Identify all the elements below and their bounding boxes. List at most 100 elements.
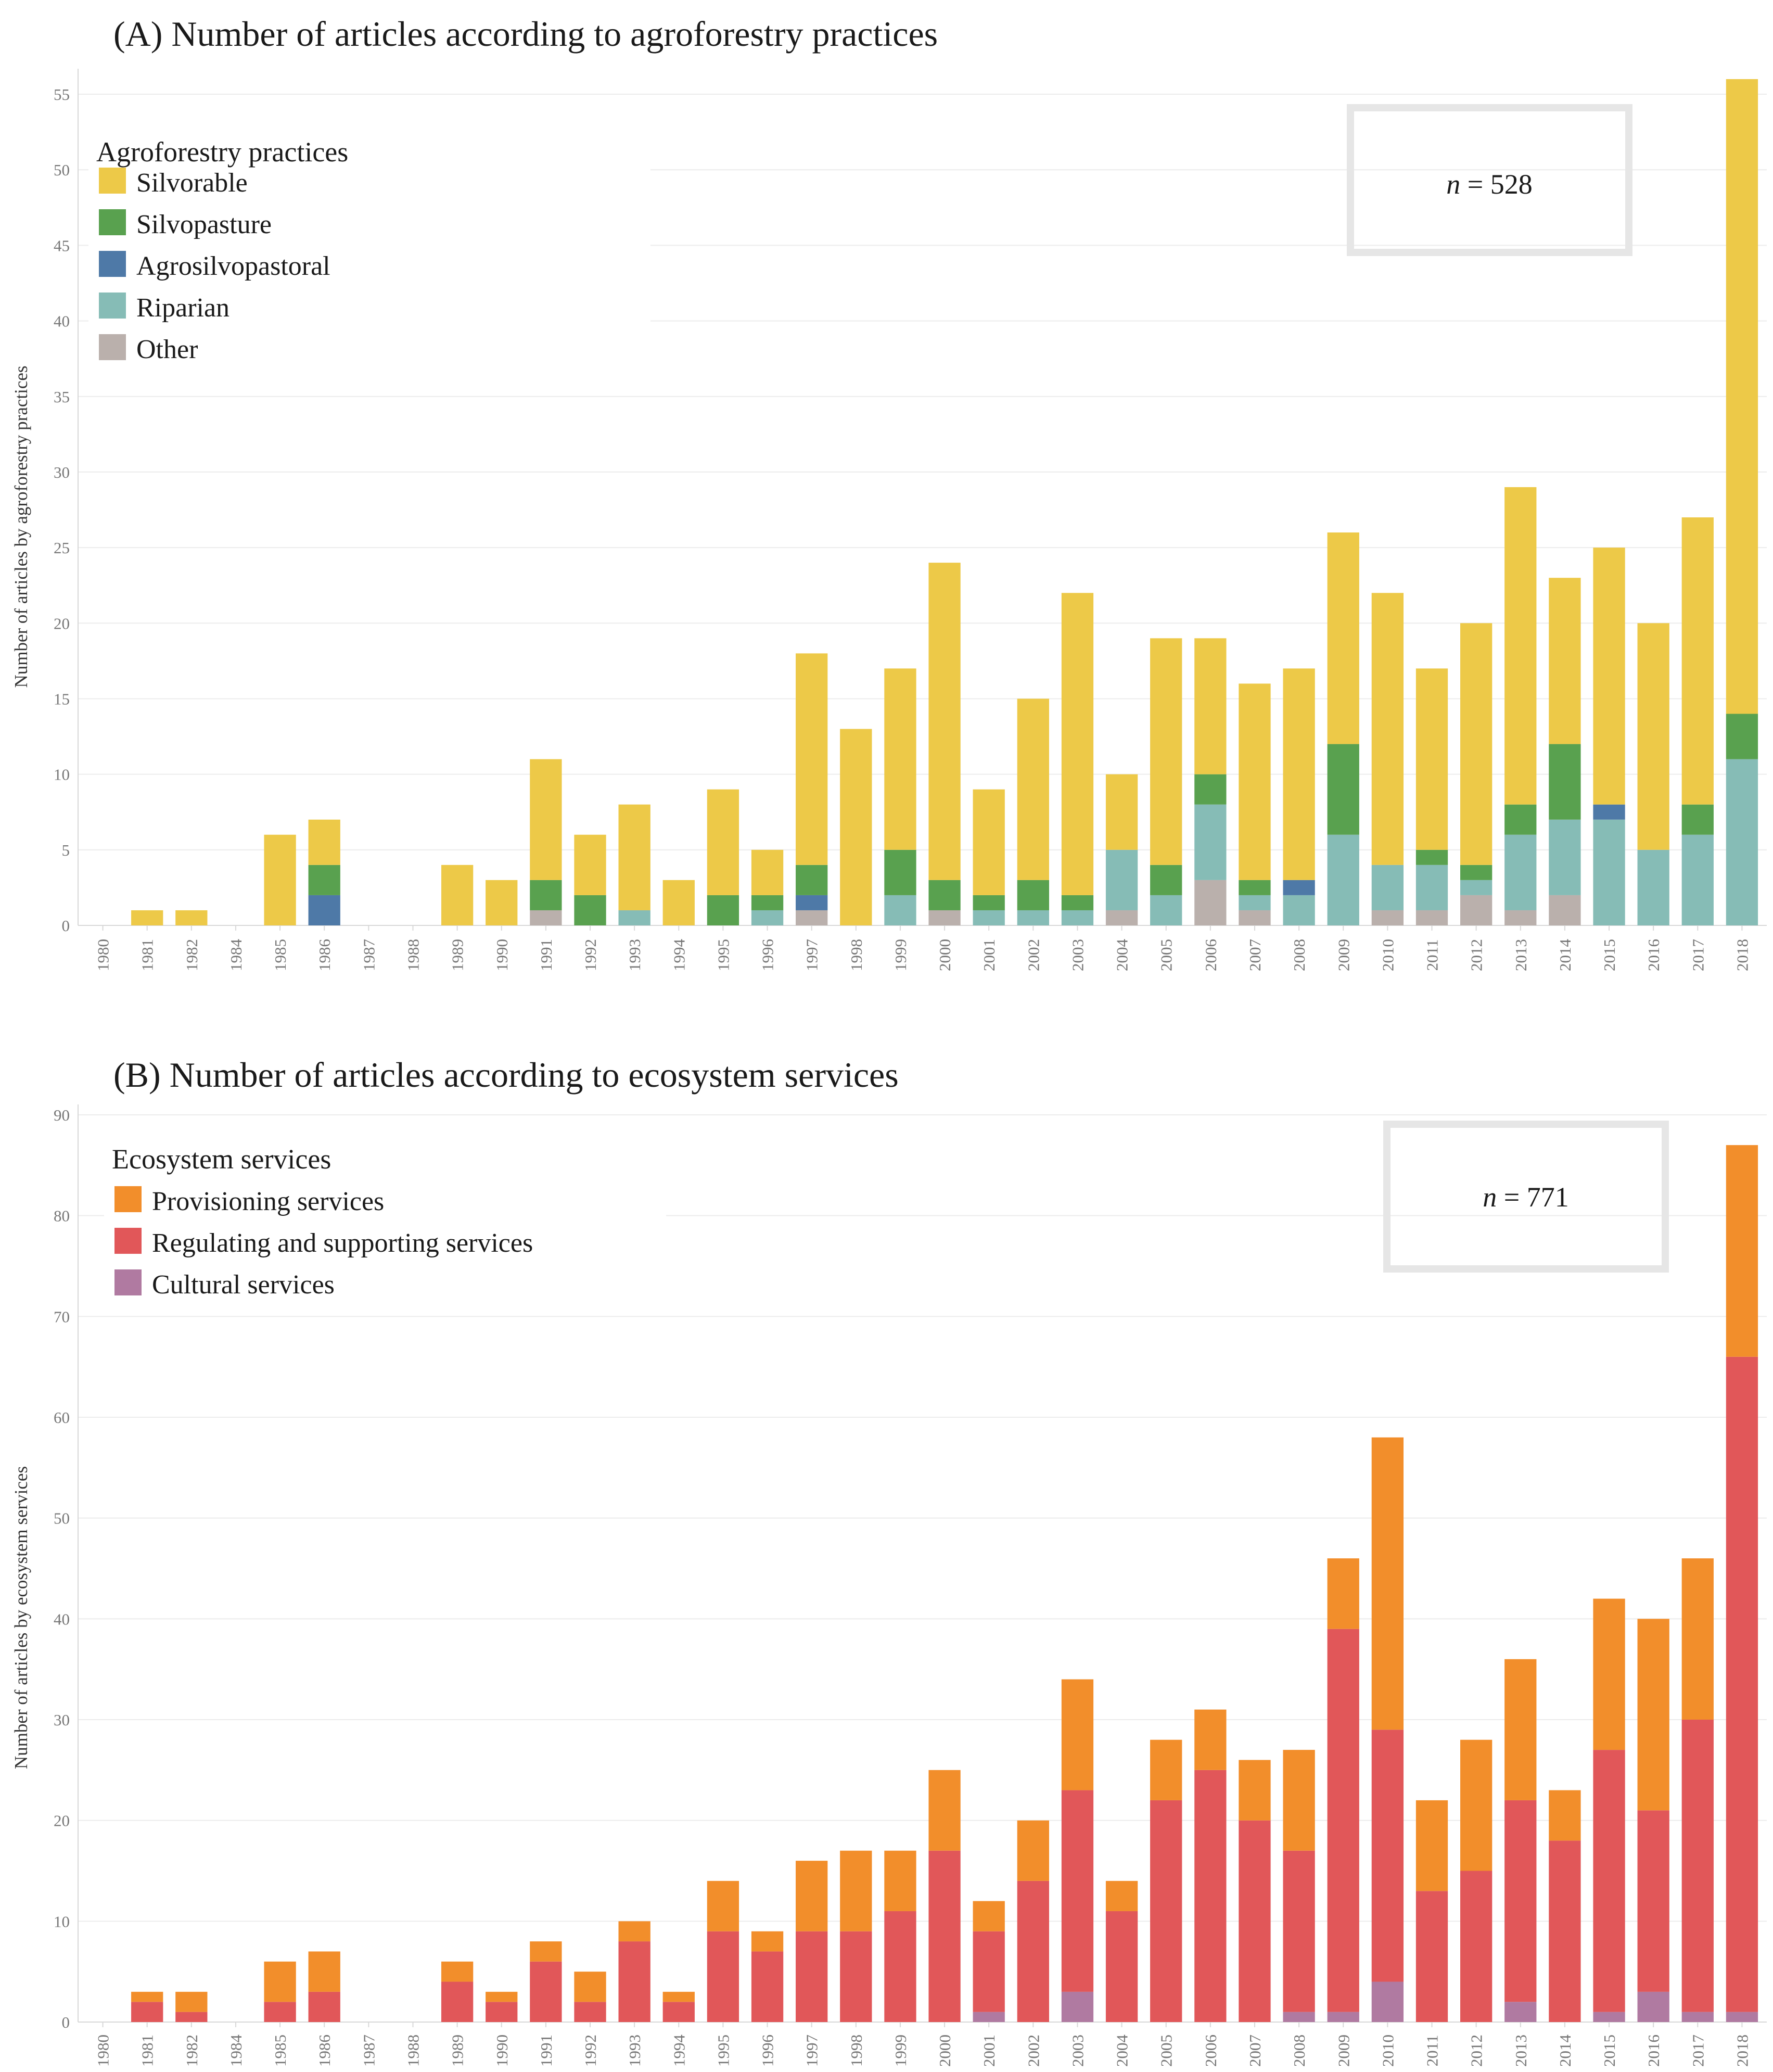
panel-b-x-tick-label: 2004 bbox=[1113, 2035, 1131, 2067]
panel-a-bar-2014-riparian bbox=[1549, 819, 1581, 895]
panel-a-bar-2016-silvorable bbox=[1637, 623, 1669, 850]
panel-a-x-tick-label: 1999 bbox=[891, 939, 910, 971]
panel-a-legend-label: Silvopasture bbox=[136, 210, 272, 239]
panel-b-bar-2009-provisioning-services bbox=[1327, 1558, 1359, 1629]
panel-a-bar-2008-riparian bbox=[1283, 895, 1315, 925]
panel-b-bar-1989-provisioning-services bbox=[441, 1961, 474, 1982]
panel-a-bar-2000-other bbox=[928, 910, 961, 925]
panel-a-x-tick-label: 1993 bbox=[626, 939, 644, 971]
panel-b-bar-1997-provisioning-services bbox=[796, 1861, 828, 1931]
panel-a-legend-swatch bbox=[99, 334, 126, 360]
panel-a-bar-1986-agrosilvopastoral bbox=[308, 895, 340, 925]
panel-b-bar-2008-regulating-and-supporting-services bbox=[1283, 1850, 1315, 2012]
panel-b-y-tick-label: 70 bbox=[54, 1307, 70, 1326]
panel-a-bar-1997-agrosilvopastoral bbox=[796, 895, 828, 910]
panel-a-y-tick-label: 30 bbox=[54, 463, 70, 481]
panel-b-bar-1990-provisioning-services bbox=[486, 1991, 518, 2002]
panel-a-legend-swatch bbox=[99, 293, 126, 319]
panel-b-bar-2017-regulating-and-supporting-services bbox=[1681, 1720, 1714, 2012]
panel-b-x-tick-label: 2001 bbox=[980, 2035, 998, 2067]
panel-b-bar-2007-provisioning-services bbox=[1239, 1760, 1271, 1821]
panel-a-bars bbox=[131, 79, 1758, 925]
panel-b-bar-1985-provisioning-services bbox=[264, 1961, 296, 2002]
panel-b-bar-2013-regulating-and-supporting-services bbox=[1504, 1800, 1537, 2002]
panel-b-x-tick-label: 1984 bbox=[227, 2035, 245, 2067]
panel-b-bar-1989-regulating-and-supporting-services bbox=[441, 1981, 474, 2022]
panel-a-bar-2005-silvorable bbox=[1150, 638, 1182, 865]
panel-b-bar-2002-provisioning-services bbox=[1017, 1820, 1049, 1881]
panel-b-legend-label: Regulating and supporting services bbox=[152, 1228, 533, 1258]
panel-b-bar-2002-regulating-and-supporting-services bbox=[1017, 1880, 1049, 2022]
panel-b-legend-background bbox=[104, 1124, 666, 1312]
panel-a-bar-1992-silvorable bbox=[574, 834, 606, 895]
panel-a-x-tick-label: 2012 bbox=[1468, 939, 1486, 971]
panel-b-x-tick-label: 1987 bbox=[360, 2035, 378, 2067]
panel-a-bar-2012-riparian bbox=[1460, 880, 1493, 895]
panel-b-bar-2000-provisioning-services bbox=[928, 1770, 961, 1851]
panel-b-bar-1997-regulating-and-supporting-services bbox=[796, 1931, 828, 2022]
panel-b-y-tick-label: 50 bbox=[54, 1509, 70, 1528]
panel-b-x-tick-label: 1993 bbox=[626, 2035, 644, 2067]
panel-b-bar-2001-cultural-services bbox=[973, 2012, 1005, 2022]
panel-a-bar-2000-silvorable bbox=[928, 563, 961, 880]
panel-b-bar-2015-regulating-and-supporting-services bbox=[1593, 1750, 1625, 2012]
panel-a-x-tick-label: 2002 bbox=[1024, 939, 1042, 971]
panel-b-x-tick-label: 1991 bbox=[537, 2035, 555, 2067]
panel-a-bar-2011-riparian bbox=[1415, 865, 1448, 910]
panel-b-bar-2008-provisioning-services bbox=[1283, 1750, 1315, 1851]
panel-b-bar-1991-regulating-and-supporting-services bbox=[530, 1961, 562, 2022]
panel-b-y-tick-label: 40 bbox=[54, 1610, 70, 1628]
panel-b-y-tick-label: 80 bbox=[54, 1207, 70, 1225]
panel-a-bar-2005-riparian bbox=[1150, 895, 1182, 925]
panel-a-bar-2006-silvorable bbox=[1194, 638, 1227, 774]
panel-a-x-tick-label: 1987 bbox=[360, 939, 378, 971]
panel-a-x-tick-label: 1984 bbox=[227, 939, 245, 972]
panel-b-bar-1998-regulating-and-supporting-services bbox=[840, 1931, 872, 2022]
panel-a-legend-entries: Silvorable Silvopasture Agrosilvopastoral R… bbox=[99, 168, 330, 364]
panel-b-bar-2006-provisioning-services bbox=[1194, 1709, 1227, 1770]
panel-a-x-tick-label: 2013 bbox=[1512, 939, 1530, 971]
panel-a-bar-2003-silvopasture bbox=[1061, 895, 1094, 910]
panel-a-bar-1993-riparian bbox=[618, 910, 650, 925]
panel-a-y-tick-label: 15 bbox=[54, 690, 70, 708]
panel-b-bar-2006-regulating-and-supporting-services bbox=[1194, 1770, 1227, 2022]
panel-a-x-tick-label: 2010 bbox=[1379, 939, 1397, 971]
panel-a-bar-2005-silvopasture bbox=[1150, 865, 1182, 895]
panel-b-bar-2010-cultural-services bbox=[1371, 1981, 1404, 2022]
panel-b-x-tick-label: 1988 bbox=[404, 2035, 422, 2067]
panel-a-x-tick-label: 2016 bbox=[1644, 939, 1663, 971]
panel-a-bar-1992-silvopasture bbox=[574, 895, 606, 925]
panel-b-x-tick-label: 2018 bbox=[1733, 2035, 1751, 2067]
panel-b-bar-2017-cultural-services bbox=[1681, 2012, 1714, 2022]
panel-b-y-axis-label: Number of articles by ecosystem services bbox=[11, 1466, 31, 1769]
panel-b-bar-1999-regulating-and-supporting-services bbox=[884, 1911, 916, 2022]
panel-a-x-tick-label: 2006 bbox=[1202, 939, 1220, 971]
panel-b-bar-2010-regulating-and-supporting-services bbox=[1371, 1730, 1404, 1982]
panel-a-y-tick-label: 20 bbox=[54, 614, 70, 632]
panel-a-bar-2001-riparian bbox=[973, 910, 1005, 925]
panel-b-bar-2017-provisioning-services bbox=[1681, 1558, 1714, 1720]
panel-a-y-tick-label: 25 bbox=[54, 539, 70, 557]
panel-b-bar-2003-cultural-services bbox=[1061, 1991, 1094, 2022]
panel-a-bar-1995-silvorable bbox=[707, 789, 739, 895]
panel-b-x-tick-label: 1998 bbox=[847, 2035, 865, 2067]
panel-b-bar-1992-regulating-and-supporting-services bbox=[574, 2002, 606, 2022]
panel-b-bar-1994-regulating-and-supporting-services bbox=[662, 2002, 695, 2022]
panel-a-x-tick-label: 2009 bbox=[1334, 939, 1353, 971]
panel-b-legend-swatch bbox=[114, 1186, 142, 1212]
panel-b-y-tick-label: 30 bbox=[54, 1711, 70, 1729]
panel-b-bar-2014-regulating-and-supporting-services bbox=[1549, 1840, 1581, 2022]
panel-a-legend-label: Other bbox=[136, 335, 198, 364]
panel-b-x-tick-label: 2006 bbox=[1202, 2035, 1220, 2067]
panel-a-bar-1999-silvopasture bbox=[884, 849, 916, 895]
panel-a-bar-2015-agrosilvopastoral bbox=[1593, 804, 1625, 820]
panel-b-legend-label: Cultural services bbox=[152, 1270, 335, 1300]
panel-a-bar-2006-other bbox=[1194, 880, 1227, 925]
panel-b-legend-swatch bbox=[114, 1269, 142, 1295]
panel-a-bar-2009-silvopasture bbox=[1327, 744, 1359, 835]
panel-a-legend-label: Silvorable bbox=[136, 168, 248, 198]
panel-a-x-tick-label: 2000 bbox=[936, 939, 954, 971]
panel-a-bar-1995-silvopasture bbox=[707, 895, 739, 925]
panel-a-bar-2015-silvorable bbox=[1593, 548, 1625, 805]
panel-b-bar-1986-provisioning-services bbox=[308, 1951, 340, 1992]
